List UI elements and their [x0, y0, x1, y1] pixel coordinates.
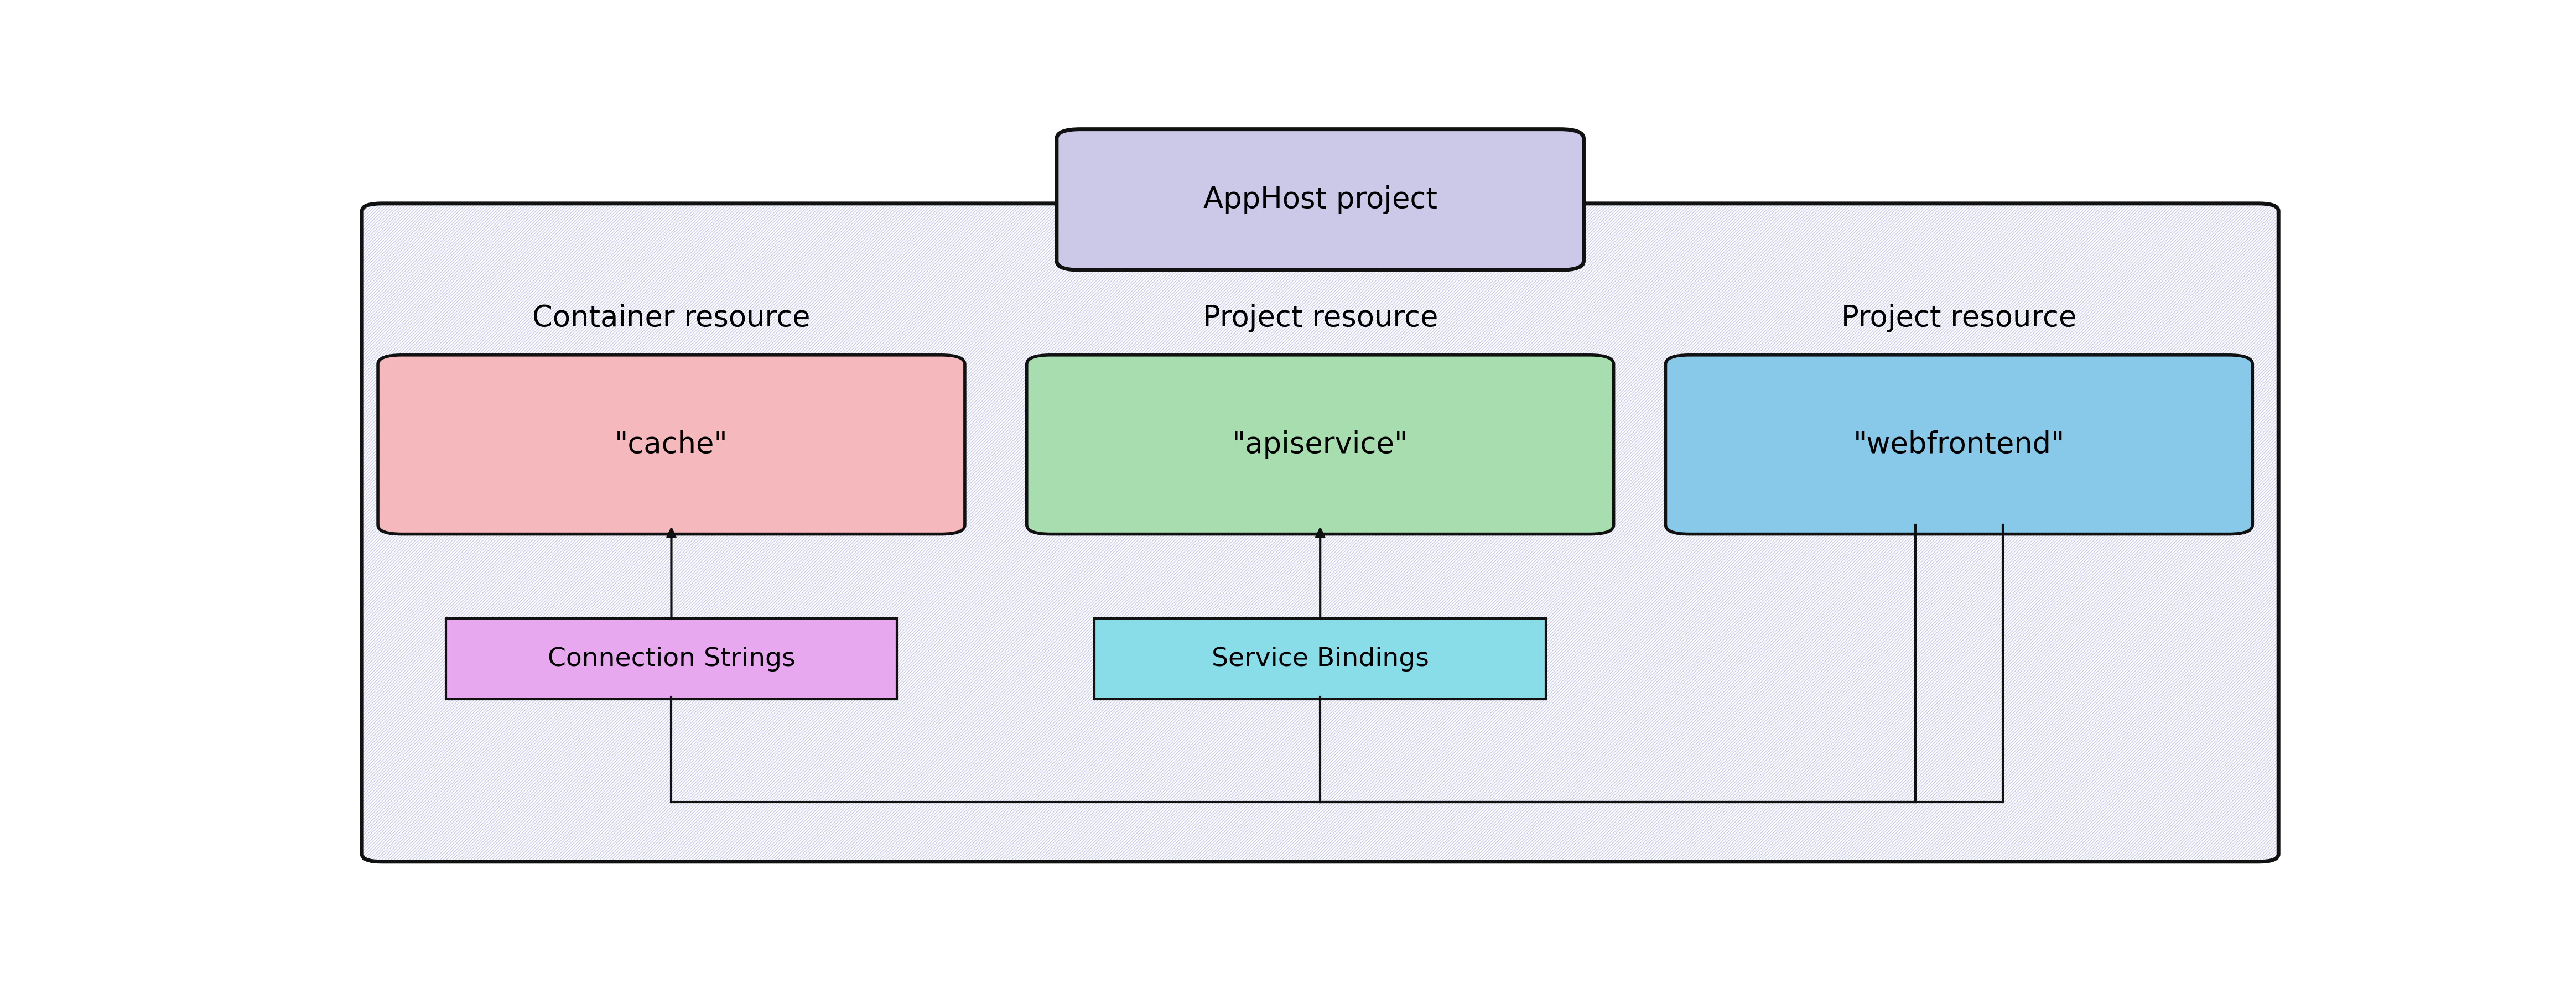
Text: "apiservice": "apiservice"	[1231, 430, 1409, 459]
Text: "cache": "cache"	[616, 430, 729, 459]
FancyBboxPatch shape	[361, 204, 2277, 862]
FancyBboxPatch shape	[1056, 129, 1584, 270]
FancyBboxPatch shape	[1667, 355, 2251, 534]
Text: AppHost project: AppHost project	[1203, 185, 1437, 214]
Text: Container resource: Container resource	[533, 304, 811, 333]
Text: Connection Strings: Connection Strings	[549, 646, 796, 671]
Text: "webfrontend": "webfrontend"	[1852, 430, 2066, 459]
FancyBboxPatch shape	[446, 618, 896, 700]
FancyBboxPatch shape	[379, 355, 966, 534]
FancyBboxPatch shape	[1028, 355, 1613, 534]
Text: Project resource: Project resource	[1842, 304, 2076, 333]
FancyBboxPatch shape	[1095, 618, 1546, 700]
Text: Service Bindings: Service Bindings	[1211, 646, 1430, 671]
Text: Project resource: Project resource	[1203, 304, 1437, 333]
